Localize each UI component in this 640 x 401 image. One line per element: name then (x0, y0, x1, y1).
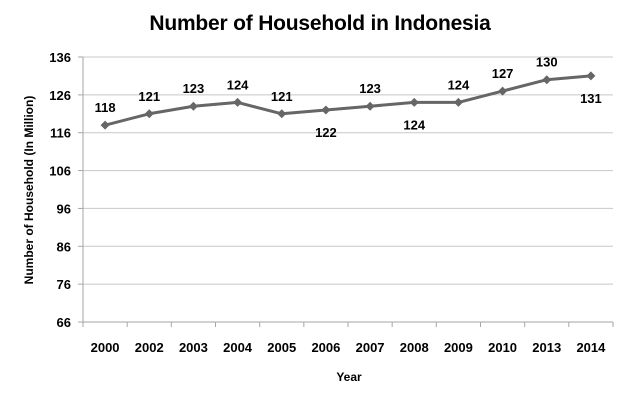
data-label: 122 (315, 125, 337, 140)
x-tick-label: 2008 (400, 340, 429, 355)
y-tick-label: 136 (49, 50, 71, 65)
data-label: 124 (448, 77, 470, 92)
data-label: 124 (403, 117, 425, 132)
data-label: 121 (271, 89, 293, 104)
diamond-marker-icon (453, 97, 463, 107)
y-tick-label: 86 (57, 239, 71, 254)
data-label: 121 (138, 89, 160, 104)
x-tick-label: 2005 (267, 340, 296, 355)
diamond-marker-icon (409, 97, 419, 107)
x-axis-title: Year (336, 370, 362, 384)
y-tick-label: 96 (57, 201, 71, 216)
x-tick-label: 2002 (135, 340, 164, 355)
chart-title: Number of Household in Indonesia (149, 12, 491, 35)
diamond-marker-icon (144, 109, 154, 119)
data-labels: 118 121 123 124 121 122 123 124 124 127 130 131 (95, 55, 602, 140)
y-tick-label: 66 (57, 315, 71, 330)
diamond-marker-icon (365, 101, 375, 111)
x-tick-label: 2004 (223, 340, 253, 355)
diamond-marker-icon (586, 71, 596, 81)
diamond-marker-icon (277, 109, 287, 119)
data-label: 123 (183, 81, 205, 96)
data-label: 127 (492, 66, 514, 81)
y-tick-label: 76 (57, 277, 71, 292)
y-tick-label: 106 (49, 164, 71, 179)
diamond-marker-icon (498, 86, 508, 96)
diamond-marker-icon (542, 75, 552, 85)
x-tick-label: 2007 (356, 340, 385, 355)
data-series (100, 71, 596, 130)
diamond-marker-icon (233, 97, 243, 107)
x-axis: 2000 2002 2003 2004 2005 2006 2007 2008 2009 2010… (82, 322, 614, 355)
data-label: 118 (95, 100, 116, 115)
diamond-marker-icon (321, 105, 331, 115)
y-axis: 66 76 86 96 106 116 126 136 (49, 50, 84, 330)
diamond-marker-icon (100, 120, 110, 130)
x-tick-label: 2013 (532, 340, 561, 355)
diamond-marker-icon (188, 101, 198, 111)
x-tick-label: 2010 (488, 340, 517, 355)
x-tick-label: 2009 (444, 340, 473, 355)
x-tick-label: 2000 (91, 340, 120, 355)
gridlines (83, 56, 613, 323)
y-axis-title: Number of Household (In Million) (22, 96, 36, 285)
data-label: 130 (536, 55, 558, 70)
x-tick-label: 2003 (179, 340, 208, 355)
data-label: 131 (580, 91, 602, 106)
data-label: 123 (359, 81, 381, 96)
x-tick-label: 2006 (311, 340, 340, 355)
series-line (104, 74, 592, 127)
x-tick-label: 2014 (576, 340, 606, 355)
data-label: 124 (227, 77, 249, 92)
y-tick-label: 126 (49, 88, 71, 103)
y-tick-label: 116 (50, 126, 71, 141)
